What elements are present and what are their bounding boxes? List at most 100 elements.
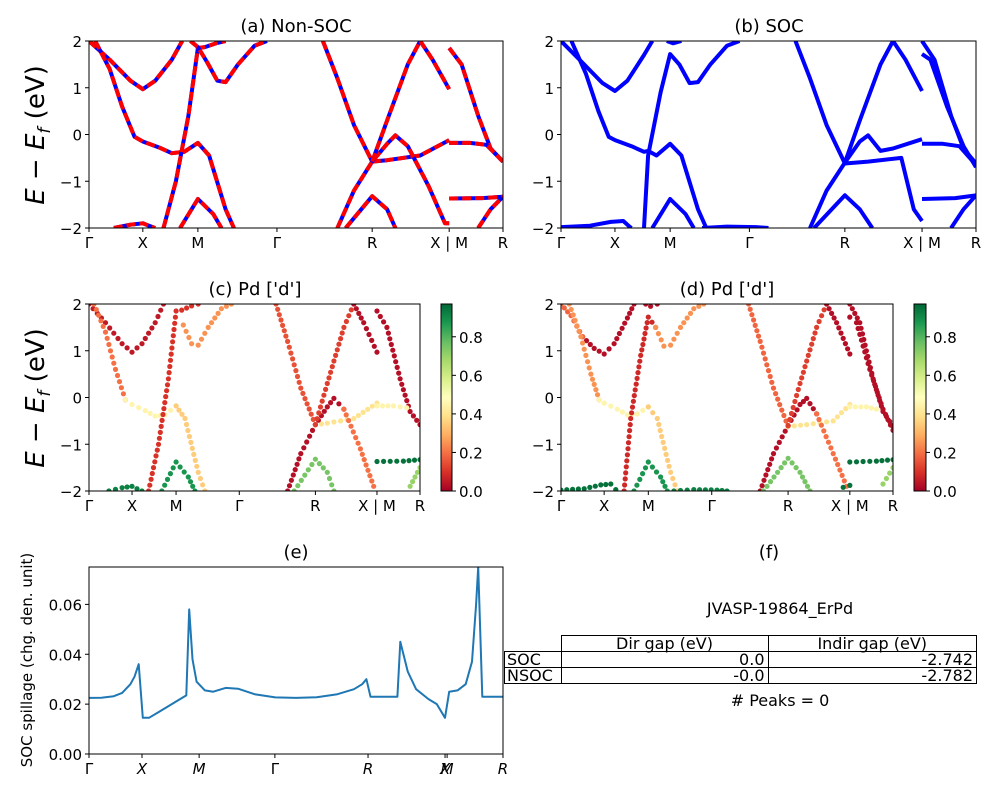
x-tick-label: Γ [235,497,244,515]
panel-e-title: (e) [283,542,308,563]
band-point [298,477,304,483]
band-point [417,457,420,463]
table-row: SOC 0.0 -2.742 [504,651,977,668]
band-point [622,482,628,488]
band-point [857,331,863,337]
band-point [640,407,646,413]
band-point [159,488,165,491]
band-point [358,315,364,321]
band-point [304,401,310,407]
band-line-soc [920,52,976,169]
band-point [637,358,643,364]
band-point [624,315,631,321]
band-point [568,306,574,313]
band-point [830,451,836,457]
x-tick-label: R [840,234,850,252]
band-point [146,330,152,336]
y-tick-label: −2 [532,220,554,238]
band-point [331,419,337,425]
band-point [585,359,591,365]
band-point [779,407,785,413]
band-point [295,483,301,489]
band-point [316,461,322,467]
table-header-row: Dir gap (eV) Indir gap (eV) [505,635,977,652]
band-line-nsoc-dashed [476,195,503,228]
band-line-soc [569,41,709,228]
band-point [691,306,697,312]
band-point [179,411,185,417]
band-point [561,305,567,311]
y-tick-label: −2 [532,483,554,501]
x-tick-label: Γ [708,497,717,515]
band-point [399,381,405,387]
band-point [593,387,599,393]
band-point [588,371,594,377]
band-point [168,407,174,413]
band-point [153,453,159,459]
band-point [581,346,587,352]
band-point [782,428,788,434]
band-point [657,427,663,434]
band-point [195,304,201,307]
band-point [302,472,308,478]
band-point [810,421,816,427]
band-point [662,483,668,489]
band-point [645,314,651,320]
band-point [570,312,576,318]
band-point [98,318,104,324]
band-line-soc [561,219,633,228]
band-point [96,312,102,318]
y-tick-label: 0 [544,390,554,408]
band-point [855,325,861,332]
table-cell-indir: -2.782 [767,667,977,684]
band-point [184,305,190,311]
band-point [684,487,690,491]
band-point [821,307,827,313]
band-point [863,355,870,361]
band-point [644,320,650,326]
band-point [341,406,347,412]
y-tick-label: 1 [72,80,82,98]
band-point [797,422,804,428]
band-point [664,488,670,491]
band-point [308,411,314,417]
band-point [324,404,330,410]
band-point [343,412,349,418]
band-point [292,467,298,473]
band-point [157,429,163,435]
band-point [638,352,644,358]
x-tick-label: X | M [903,234,941,252]
band-point [648,304,654,309]
band-point [598,482,604,488]
band-point [624,452,631,458]
band-point [863,404,870,410]
band-point [677,324,684,330]
x-tick-label: X [610,234,620,252]
band-point [190,483,196,489]
band-line-nsoc-dashed [178,197,224,228]
band-point [634,375,640,381]
band-point [807,488,813,491]
band-point [107,348,114,354]
band-point [228,304,234,307]
x-tick-label: R [971,234,981,252]
band-point [799,375,805,381]
band-point [591,381,597,387]
band-point [824,419,830,425]
band-point [118,385,124,391]
band-line-nsoc-dashed [344,194,398,228]
band-point [152,320,158,326]
band-point [291,362,297,368]
band-point [890,465,893,471]
band-point [601,351,607,357]
band-point [400,458,406,464]
band-point [152,413,158,419]
band-point [887,422,893,428]
band-point [586,365,592,371]
band-point [681,320,687,326]
colorbar-tick-label: 0.8 [933,329,957,347]
y-tick-label: −2 [60,483,82,501]
spillage-line [89,567,503,719]
x-tick-label: Γ [557,234,566,252]
panel-c: 0.0 0.2 0.4 0.6 0.8 −2 −1 0 1 2 Γ X M Γ R X | M R [60,296,483,515]
